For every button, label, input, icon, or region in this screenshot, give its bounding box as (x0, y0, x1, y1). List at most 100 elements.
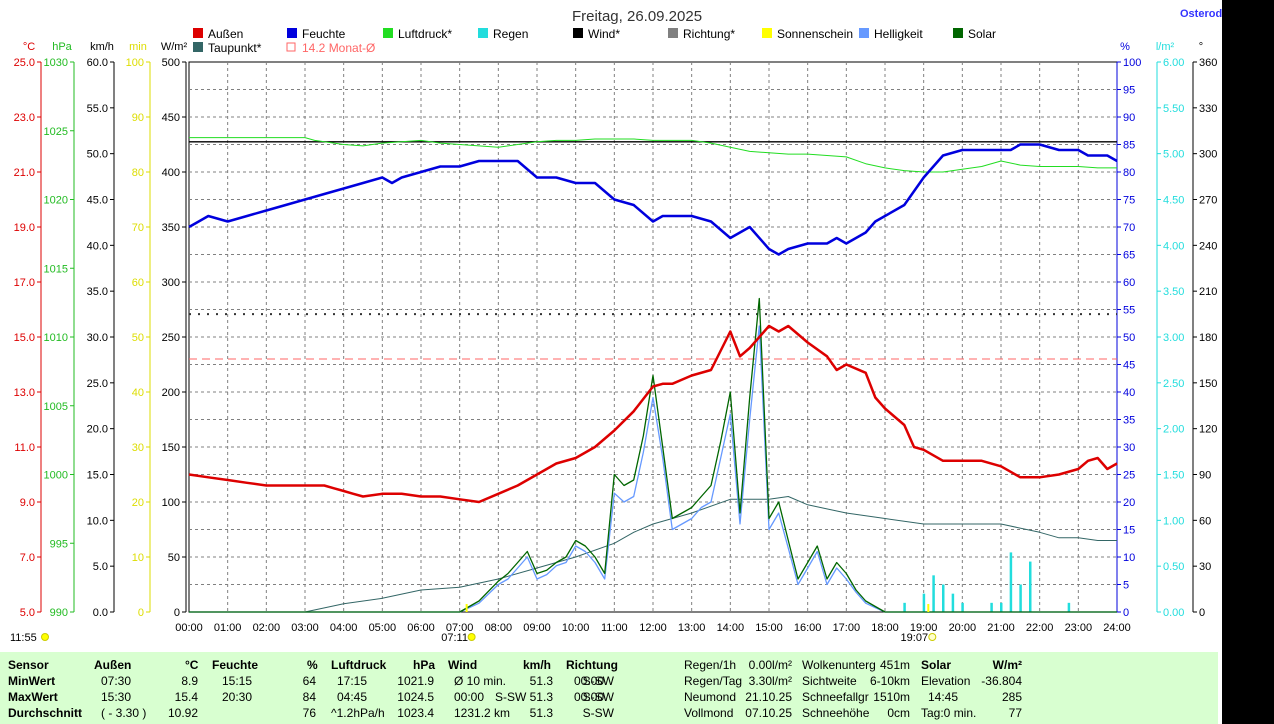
axis-right-unit: ° (1199, 41, 1203, 53)
axis-right-tick-label: 3.50 (1163, 286, 1184, 298)
row-max-aussen-value: 15.4 (174, 690, 198, 704)
axis-right-tick-label: 80 (1123, 167, 1135, 179)
row-max-feuchte-time: 20:30 (222, 690, 253, 704)
x-tick-label: 12:00 (639, 622, 667, 634)
axis-left-tick-label: 0 (174, 607, 180, 619)
weather-chart: Freitag, 26.09.2025 Osterode AußenTaupunkt… (10, 8, 1228, 644)
row-avg-feuchte-value: 76 (302, 706, 316, 720)
axis-right-tick-label: 20 (1123, 497, 1135, 509)
axis-left-tick-label: 1020 (44, 195, 68, 207)
rain-bar (922, 593, 926, 612)
axis-right-tick-label: 2.00 (1163, 424, 1184, 436)
x-tick-label: 07:00 (446, 622, 474, 634)
legend-swatch (193, 28, 203, 38)
rain-bar (1000, 602, 1003, 612)
legend-label: Feuchte (302, 27, 346, 41)
axis-right-tick-label: 10 (1123, 552, 1135, 564)
legend-swatch (478, 28, 488, 38)
axis-left-unit: °C (23, 41, 35, 53)
axis-left-tick-label: 250 (162, 332, 180, 344)
axis-left-unit: min (129, 41, 147, 53)
x-tick-label: 11:00 (601, 622, 628, 634)
rain-bar (1009, 552, 1013, 612)
header-aussen: Außen (94, 658, 132, 672)
axis-right-unit: % (1120, 41, 1130, 53)
axis-left-tick-label: 200 (162, 387, 180, 399)
series-line (188, 143, 1118, 256)
axis-right-tick-label: 50 (1123, 332, 1135, 344)
axis-right-tick-label: 330 (1199, 103, 1217, 115)
legend-label: Sonnenschein (777, 27, 853, 41)
solar-value-peak: 285 (1001, 690, 1022, 704)
axis-left-tick-label: 350 (162, 222, 180, 234)
axis-right-tick-label: 6.00 (1163, 57, 1184, 69)
x-tick-label: 24:00 (1103, 622, 1131, 634)
axis-left-tick-label: 10.0 (87, 515, 108, 527)
axis-left-tick-label: 45.0 (87, 195, 108, 207)
axis-right-tick-label: 90 (1123, 112, 1135, 124)
x-tick-label: 17:00 (833, 622, 861, 634)
sunrise-icon (467, 633, 476, 641)
rain-bar (961, 602, 964, 612)
x-tick-label: 06:00 (407, 622, 435, 634)
axis-right-tick-label: 30 (1199, 561, 1211, 573)
axis-right-tick-label: 5.50 (1163, 103, 1184, 115)
axis-left-unit: km/h (90, 41, 114, 53)
row-avg-richtung-value: S-SW (582, 706, 614, 720)
chart-title: Freitag, 26.09.2025 (572, 8, 702, 25)
axis-left-tick-label: 15.0 (14, 332, 35, 344)
legend-label: Richtung* (683, 27, 735, 41)
axis-right-tick-label: 95 (1123, 85, 1135, 97)
legend-label: Luftdruck* (398, 27, 452, 41)
axis-left-tick-label: 7.0 (20, 552, 35, 564)
axis-left-tick-label: 10 (132, 552, 144, 564)
extra-value-regen1h: 0.00l/m² (748, 658, 792, 672)
row-avg-wind-value: 51.3 (529, 706, 553, 720)
row-min-label: MinWert (8, 674, 56, 688)
axis-left-tick-label: 50.0 (87, 149, 108, 161)
extra-label-regentag: Regen/Tag (684, 674, 743, 688)
axis-right-tick-label: 5 (1123, 580, 1129, 592)
axis-left-tick-label: 5.0 (20, 607, 35, 619)
extra-value-vollmond: 07.10.25 (745, 706, 792, 720)
x-tick-label: 19:00 (910, 622, 938, 634)
axis-right-tick-label: 4.00 (1163, 240, 1184, 252)
sunrise-label: 07:11 (441, 632, 468, 644)
axis-left-tick-label: 13.0 (14, 387, 35, 399)
axis-left-tick-label: 100 (162, 497, 180, 509)
extra-label-regen1h: Regen/1h (684, 658, 737, 672)
axis-left-tick-label: 20 (132, 497, 144, 509)
axis-left-unit: W/m² (161, 41, 188, 53)
legend-swatch (762, 28, 772, 38)
legend-label: Außen (208, 27, 243, 41)
x-tick-label: 10:00 (562, 622, 590, 634)
axis-left-tick-label: 50 (168, 552, 180, 564)
axis-left-tick-label: 30.0 (87, 332, 108, 344)
series-line (188, 324, 1118, 504)
legend-swatch (573, 28, 583, 38)
legend-swatch (383, 28, 393, 38)
axis-left-tick-label: 21.0 (14, 167, 35, 179)
axis-right-tick-label: 70 (1123, 222, 1135, 234)
axis-left-tick-label: 20.0 (87, 424, 108, 436)
header-sensor: Sensor (8, 658, 49, 672)
axis-right-tick-label: 65 (1123, 250, 1135, 262)
location-label: Osterode (1180, 8, 1228, 20)
header-feuchte: Feuchte (212, 658, 259, 672)
row-avg-druck-value: 1023.4 (397, 706, 434, 720)
axis-right-tick-label: 2.50 (1163, 378, 1184, 390)
legend-label: Helligkeit (874, 27, 923, 41)
axis-right-tick-label: 35 (1123, 415, 1135, 427)
axis-right-tick-label: 100 (1123, 57, 1141, 69)
solar-value-elevation: -36.804 (981, 674, 1022, 688)
row-avg-aussen-value: 10.92 (167, 706, 198, 720)
legend-swatch (953, 28, 963, 38)
x-tick-label: 16:00 (794, 622, 822, 634)
legend-swatch (668, 28, 678, 38)
rain-bar (990, 602, 993, 612)
axis-left-tick-label: 0 (138, 607, 144, 619)
axis-left-tick-label: 50 (132, 332, 144, 344)
axis-left-tick-label: 55.0 (87, 103, 108, 115)
axis-right-tick-label: 360 (1199, 57, 1217, 69)
x-tick-label: 02:00 (253, 622, 281, 634)
